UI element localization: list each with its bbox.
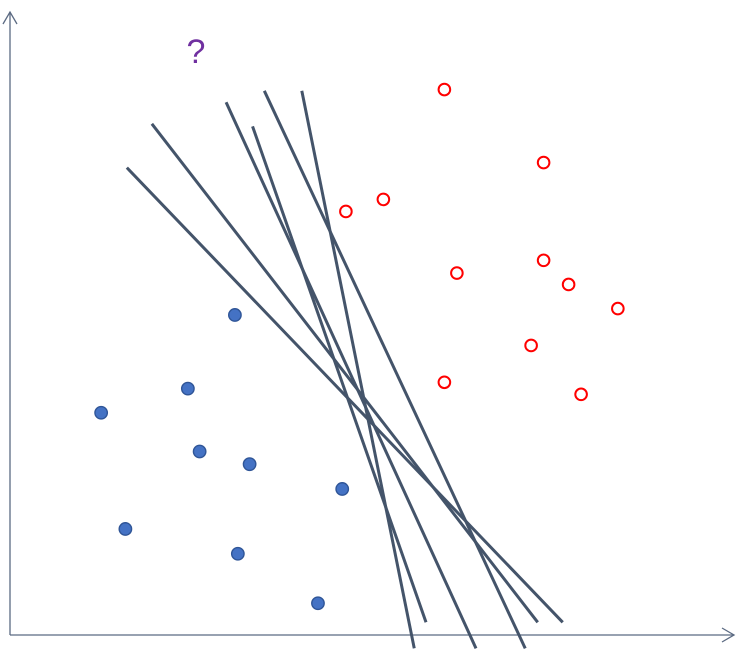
- hollow-point: [524, 338, 538, 353]
- filled-point: [192, 444, 207, 459]
- axes: [2, 10, 736, 643]
- hollow-point: [437, 82, 452, 97]
- filled-point: [118, 522, 133, 536]
- x-axis-arrowhead: [721, 627, 736, 643]
- hollow-point: [437, 375, 452, 390]
- data-points: [94, 82, 625, 611]
- separating-lines: [125, 90, 564, 649]
- hollow-point: [536, 155, 551, 170]
- question-mark-label: ?: [187, 33, 206, 71]
- boundary-line: [251, 125, 428, 623]
- hollow-point: [574, 387, 588, 402]
- filled-point: [242, 457, 257, 472]
- filled-point: [228, 308, 242, 322]
- boundary-line: [125, 166, 564, 624]
- boundary-line: [300, 90, 416, 649]
- hollow-point: [339, 204, 353, 219]
- filled-point: [335, 482, 350, 496]
- filled-point: [94, 405, 109, 420]
- filled-point: [180, 381, 195, 396]
- boundary-line: [150, 122, 539, 624]
- boundary-line: [224, 101, 478, 649]
- hollow-point: [450, 266, 464, 280]
- filled-point: [311, 596, 325, 611]
- boundary-line: [262, 90, 527, 649]
- filled-point: [230, 546, 245, 561]
- y-axis-arrowhead: [2, 10, 18, 25]
- hollow-point: [376, 192, 391, 207]
- hollow-point: [561, 277, 576, 292]
- hollow-point: [611, 301, 625, 316]
- hollow-point: [536, 253, 551, 268]
